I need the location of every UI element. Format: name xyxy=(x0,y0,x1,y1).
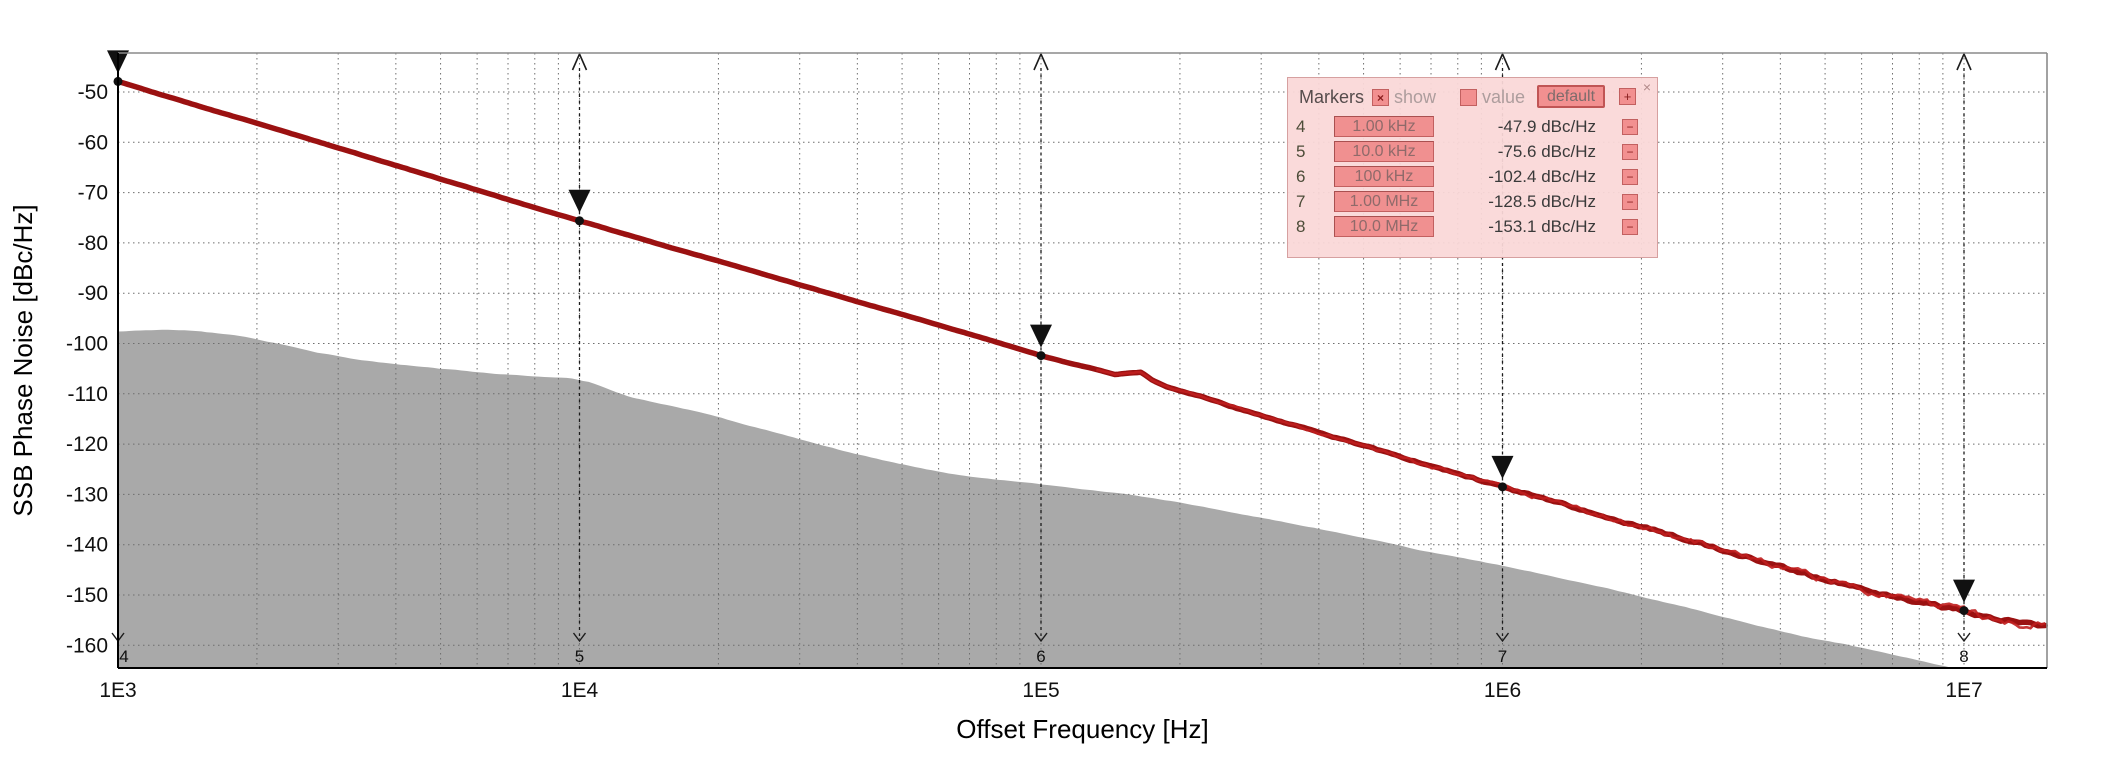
marker-row-4: 4 1.00 kHz -47.9 dBc/Hz − xyxy=(1288,114,1657,139)
marker-triangle-icon xyxy=(1491,455,1514,479)
marker-remove-button[interactable]: − xyxy=(1622,193,1638,210)
svg-text:5: 5 xyxy=(575,647,584,666)
y-tick-label: -130 xyxy=(66,483,108,506)
y-tick-label: -100 xyxy=(66,333,108,356)
plot-marker-6[interactable] xyxy=(1030,324,1052,361)
marker-frequency-field[interactable]: 100 kHz xyxy=(1334,166,1434,187)
markers-panel: Markers × show value default + × 4 1.00 … xyxy=(1287,77,1658,258)
y-tick-label: -140 xyxy=(66,534,108,557)
noise-floor-area xyxy=(118,329,1952,668)
svg-text:6: 6 xyxy=(1036,647,1045,666)
y-tick-label: -50 xyxy=(78,81,108,104)
marker-number: 7 xyxy=(1296,191,1306,211)
marker-remove-button[interactable]: − xyxy=(1622,168,1638,185)
value-checkbox-label: value xyxy=(1482,87,1526,107)
x-tick-label: 1E7 xyxy=(1945,679,1982,702)
close-icon[interactable]: × xyxy=(1642,79,1651,95)
y-tick-label: -90 xyxy=(78,282,108,305)
marker-row-5: 5 10.0 kHz -75.6 dBc/Hz − xyxy=(1288,139,1657,164)
show-checkbox[interactable]: × xyxy=(1372,89,1389,106)
marker-triangle-icon xyxy=(1953,579,1975,603)
x-tick-label: 1E3 xyxy=(99,679,136,702)
value-checkbox[interactable] xyxy=(1460,89,1477,106)
y-tick-label: -150 xyxy=(66,584,108,607)
svg-text:7: 7 xyxy=(1498,647,1507,666)
y-tick-label: -110 xyxy=(68,383,108,406)
marker-lines: 4 5 6 7 8 xyxy=(111,52,1972,666)
marker-remove-button[interactable]: − xyxy=(1622,143,1638,160)
y-tick-label: -70 xyxy=(78,182,108,205)
plot-marker-7[interactable] xyxy=(1491,455,1514,492)
marker-value: -153.1 dBc/Hz xyxy=(1488,216,1596,236)
show-checkbox-label: show xyxy=(1394,87,1437,107)
marker-value: -75.6 dBc/Hz xyxy=(1497,141,1596,161)
marker-value: -47.9 dBc/Hz xyxy=(1497,116,1596,136)
phase-noise-trace xyxy=(115,78,2048,630)
y-tick-label: -160 xyxy=(66,634,108,657)
grid xyxy=(117,53,2047,668)
x-axis-title: Offset Frequency [Hz] xyxy=(956,714,1208,744)
marker-triangle-icon xyxy=(1030,324,1052,348)
axis-labels: -50 -60 -70 -80 -90 -100 -110 -120 -130 -140 -150 -… xyxy=(8,81,1983,744)
marker-row-7: 7 1.00 MHz -128.5 dBc/Hz − xyxy=(1288,189,1657,214)
y-axis-title: SSB Phase Noise [dBc/Hz] xyxy=(8,204,38,516)
marker-value: -128.5 dBc/Hz xyxy=(1488,191,1596,211)
add-marker-button[interactable]: + xyxy=(1619,88,1636,105)
x-tick-label: 1E4 xyxy=(561,679,599,702)
plot-marker-5[interactable] xyxy=(568,189,591,226)
y-tick-label: -120 xyxy=(66,433,108,456)
marker-number: 5 xyxy=(1296,141,1306,161)
marker-frequency-field[interactable]: 1.00 kHz xyxy=(1334,116,1434,137)
marker-frequency-field[interactable]: 10.0 MHz xyxy=(1334,216,1434,237)
marker-number: 8 xyxy=(1296,216,1306,236)
markers-panel-header: Markers × show value default + × xyxy=(1288,78,1657,114)
plot-border xyxy=(117,52,2048,669)
markers-panel-title: Markers xyxy=(1299,87,1365,107)
x-tick-label: 1E5 xyxy=(1022,679,1059,702)
marker-number: 4 xyxy=(1296,116,1306,136)
marker-row-8: 8 10.0 MHz -153.1 dBc/Hz − xyxy=(1288,214,1657,239)
default-button[interactable]: default xyxy=(1537,85,1605,108)
svg-text:4: 4 xyxy=(119,647,128,666)
marker-frequency-field[interactable]: 10.0 kHz xyxy=(1334,141,1434,162)
x-tick-label: 1E6 xyxy=(1484,679,1521,702)
marker-number: 6 xyxy=(1296,166,1306,186)
svg-text:8: 8 xyxy=(1959,647,1968,666)
marker-remove-button[interactable]: − xyxy=(1622,118,1638,135)
marker-row-6: 6 100 kHz -102.4 dBc/Hz − xyxy=(1288,164,1657,189)
marker-remove-button[interactable]: − xyxy=(1622,218,1638,235)
marker-frequency-field[interactable]: 1.00 MHz xyxy=(1334,191,1434,212)
plot-marker-8[interactable] xyxy=(1953,579,1975,616)
marker-triangle-icon xyxy=(568,189,591,213)
marker-value: -102.4 dBc/Hz xyxy=(1488,166,1596,186)
y-tick-label: -80 xyxy=(78,232,108,255)
y-tick-label: -60 xyxy=(78,131,108,154)
